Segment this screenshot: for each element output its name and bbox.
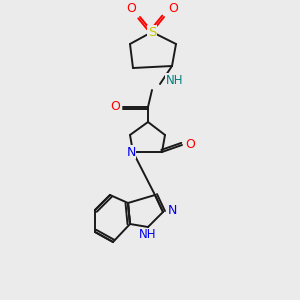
Text: NH: NH [139, 229, 157, 242]
Text: N: N [126, 146, 136, 158]
Text: O: O [185, 139, 195, 152]
Text: S: S [148, 26, 156, 38]
Text: N: N [168, 205, 177, 218]
Text: O: O [126, 2, 136, 16]
Text: O: O [168, 2, 178, 16]
Text: NH: NH [166, 74, 184, 86]
Text: O: O [110, 100, 120, 113]
